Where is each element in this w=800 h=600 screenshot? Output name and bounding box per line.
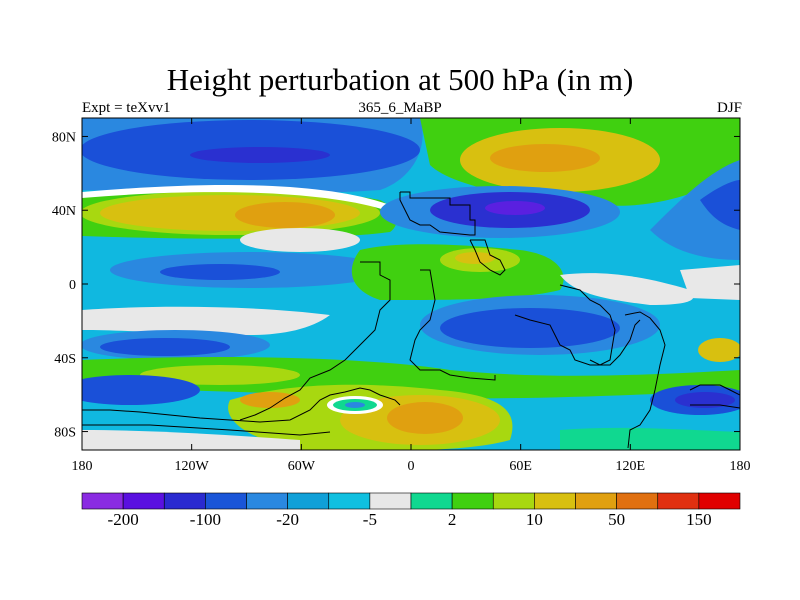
x-axis: 180 120W 60W 0 60E 120E 180 (72, 118, 751, 474)
sh-polar-deep-blue (82, 375, 200, 405)
map-plot-area (82, 118, 740, 450)
colorbar-swatch (616, 492, 659, 510)
x-tick-label: 120E (616, 459, 646, 474)
colorbar-swatch (287, 492, 330, 510)
colorbar-swatch (81, 492, 124, 510)
experiment-label: Expt = teXvv1 (82, 100, 171, 116)
y-tick-label: 80N (52, 130, 76, 145)
trop-pacific-deep-blue (160, 264, 280, 280)
eurasia-orange-core (490, 144, 600, 172)
plot-title: Height perturbation at 500 hPa (in m) (166, 62, 634, 97)
sh-pacific-deep-blue (100, 338, 230, 356)
cutoff-low-core (345, 402, 365, 408)
ne-pacific-blue (650, 160, 740, 260)
x-tick-label: 60W (288, 459, 316, 474)
europe-purple-core (485, 201, 545, 215)
sh-neutral-band (82, 306, 330, 335)
coast-south-america (239, 261, 391, 421)
colorbar-label: 50 (608, 510, 625, 529)
colorbar: -200 -100 -20 -5 2 10 50 150 (81, 492, 741, 529)
nh-separator-line (82, 185, 393, 211)
colorbar-label: 150 (686, 510, 712, 529)
y-tick-label: 80S (54, 426, 76, 441)
x-tick-label: 0 (408, 459, 415, 474)
colorbar-label: 2 (448, 510, 457, 529)
antarctic-green-right (560, 427, 740, 450)
coast-australia-india (559, 284, 616, 366)
coast-antarctic-west (82, 387, 401, 423)
colorbar-swatch (657, 492, 700, 510)
colorbar-swatch (163, 492, 206, 510)
y-tick-label: 40S (54, 352, 76, 367)
trop-neutral-patch (240, 228, 360, 252)
colorbar-label: -100 (190, 510, 221, 529)
colorbar-swatch (122, 492, 165, 510)
colorbar-label: -5 (363, 510, 377, 529)
colorbar-swatch (246, 492, 288, 510)
x-tick-label: 120W (175, 459, 210, 474)
coast-arabia (469, 239, 506, 276)
x-tick-label: 180 (730, 459, 751, 474)
colorbar-swatch (410, 492, 453, 510)
nh-orange-core (235, 202, 335, 228)
colorbar-swatch (369, 492, 412, 510)
y-axis: 80N 40N 0 40S 80S (52, 130, 740, 441)
season-label: DJF (716, 100, 742, 116)
colorbar-label: -20 (276, 510, 299, 529)
coast-europe (399, 191, 476, 236)
sh-pacific-orange (240, 392, 300, 408)
ne-pacific-deep-blue (700, 180, 740, 230)
colorbar-swatch (534, 492, 576, 510)
colorbar-swatch (205, 492, 247, 510)
y-tick-label: 40N (52, 204, 76, 219)
colorbar-swatch (698, 492, 741, 510)
nh-dark-blue-core (190, 147, 330, 163)
coast-antarctic-shelf (82, 424, 331, 436)
antarctic-neutral-left (82, 430, 300, 450)
colorbar-swatch (451, 492, 494, 510)
sh-east-dark-blue (675, 392, 735, 408)
sh-east-yellow (698, 338, 740, 362)
case-label: 365_6_MaBP (358, 100, 442, 116)
w-pacific-neutral (680, 265, 740, 300)
indian-neutral-patch (560, 273, 694, 305)
coast-africa (409, 269, 496, 381)
coast-south-east (690, 404, 740, 409)
colorbar-label: 10 (526, 510, 543, 529)
antarctic-orange-core (387, 402, 463, 434)
y-tick-label: 0 (69, 278, 76, 293)
colorbar-swatch (328, 492, 371, 510)
coast-nz (689, 384, 740, 396)
x-tick-label: 180 (72, 459, 93, 474)
coast-antarctic-east (624, 311, 666, 449)
coastline-outline (82, 191, 740, 449)
coast-australia (514, 314, 641, 366)
x-tick-label: 60E (509, 459, 532, 474)
colorbar-swatch (575, 492, 617, 510)
colorbar-swatch (492, 492, 535, 510)
sh-indian-deep-blue (440, 308, 620, 348)
colorbar-label: -200 (108, 510, 139, 529)
africa-yellow-core (455, 252, 495, 264)
